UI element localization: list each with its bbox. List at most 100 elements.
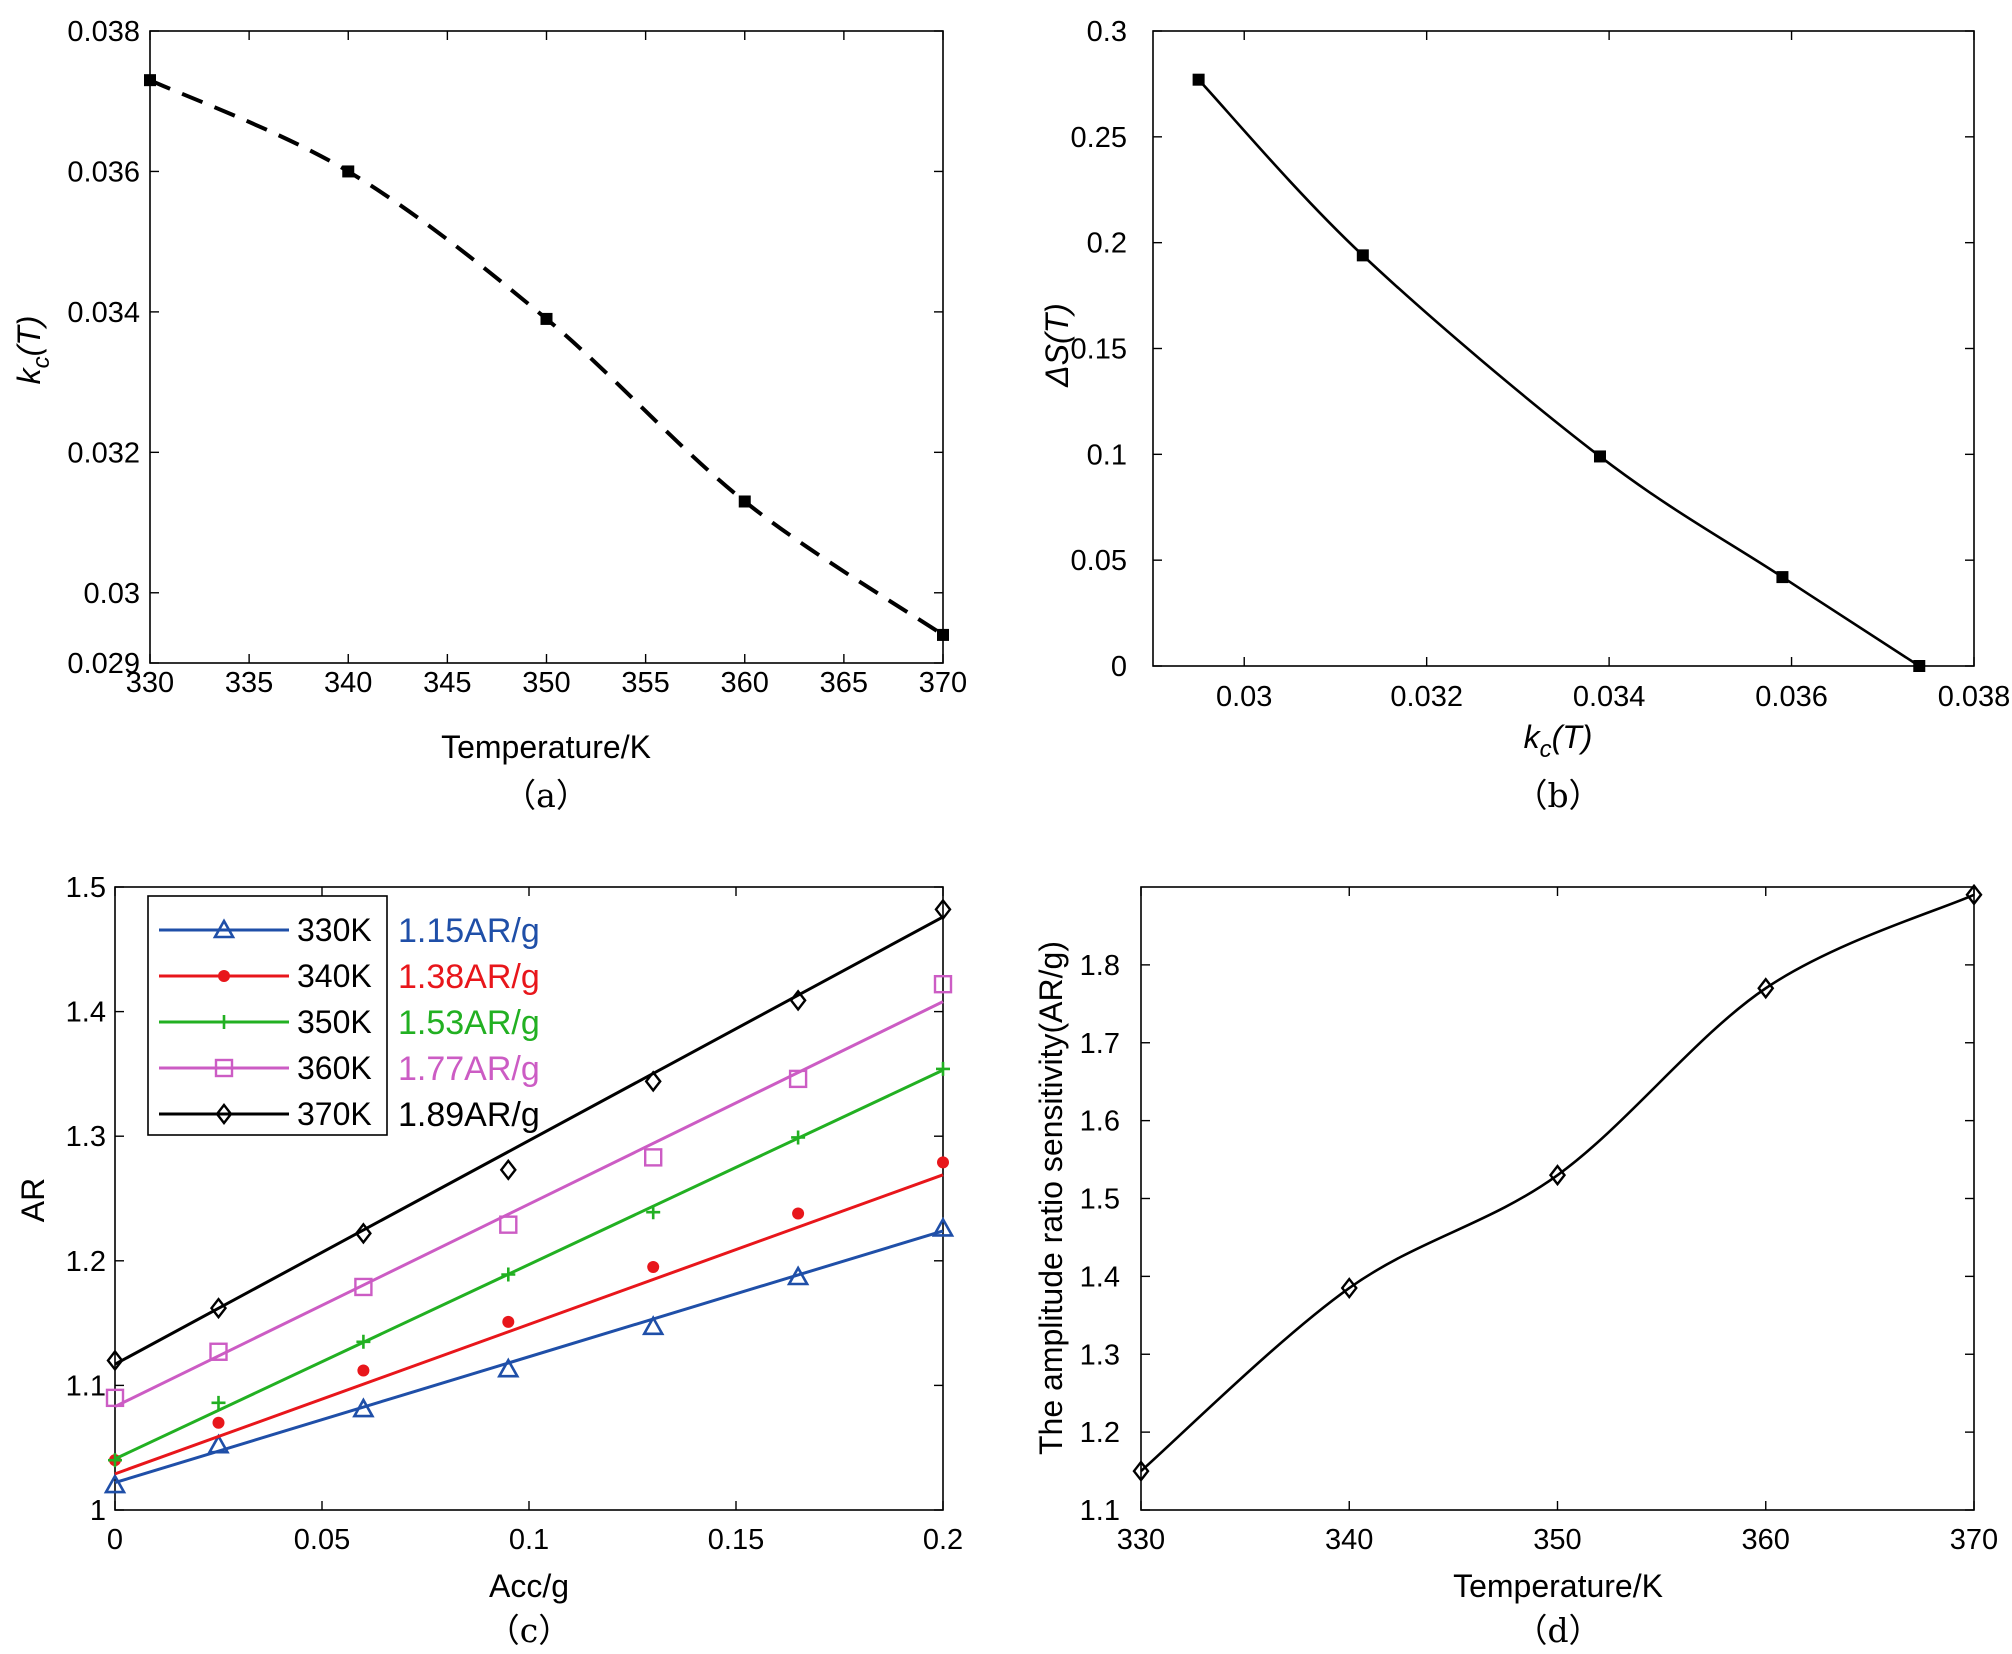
series-fit-line [114, 1173, 944, 1476]
x-tick-label: 340 [1325, 1524, 1373, 1556]
data-point [502, 1315, 515, 1328]
data-point [1132, 1460, 1150, 1483]
legend-marker [212, 918, 236, 939]
y-tick-label: 1.7 [1080, 1028, 1120, 1060]
series-fit-line [114, 1000, 944, 1408]
x-tick-label: 0 [107, 1524, 123, 1556]
data-point [646, 1205, 661, 1220]
panel-caption: （c） [487, 1611, 571, 1650]
data-point [791, 1130, 806, 1145]
x-tick-label: 350 [1533, 1524, 1581, 1556]
data-point [934, 898, 952, 921]
y-tick-label: 1.4 [66, 997, 106, 1029]
series-fit-line [114, 1229, 944, 1485]
legend-label: 370K [297, 1096, 372, 1132]
legend-marker [218, 970, 230, 982]
data-point [106, 1349, 124, 1372]
sensitivity-label: 1.53AR/g [398, 1004, 540, 1042]
data-point [342, 165, 355, 178]
y-tick-label: 1.5 [66, 872, 106, 904]
x-tick-label: 365 [820, 667, 868, 699]
x-tick-label: 0.03 [1216, 681, 1272, 713]
data-point [497, 1357, 520, 1378]
plot-frame [149, 30, 944, 664]
data-point [788, 1069, 808, 1089]
data-point [144, 74, 156, 87]
x-tick-label: 350 [522, 667, 570, 699]
y-axis-label: AR [15, 1178, 51, 1222]
y-tick-label: 0.036 [67, 156, 140, 188]
x-tick-label: 0.1 [509, 1524, 549, 1556]
y-axis-label: The amplitude ratio sensitivity(AR/g) [1033, 941, 1069, 1455]
y-tick-label: 1.8 [1080, 950, 1120, 982]
sensitivity-label: 1.15AR/g [398, 912, 540, 950]
legend-marker [214, 1058, 234, 1078]
legend-label: 360K [297, 1050, 372, 1086]
data-point [209, 1342, 228, 1361]
x-tick-label: 330 [1117, 1524, 1165, 1556]
sensitivity-label: 1.89AR/g [398, 1096, 540, 1134]
x-tick-label: 0.036 [1755, 681, 1828, 713]
legend-label: 350K [297, 1004, 372, 1040]
data-point [1340, 1277, 1358, 1300]
x-tick-label: 370 [919, 667, 967, 699]
y-tick-label: 0.032 [67, 437, 140, 469]
x-tick-label: 0.034 [1573, 681, 1646, 713]
series-360K [105, 974, 953, 1408]
x-axis-label: Temperature/K [1453, 1568, 1663, 1604]
data-point [937, 628, 949, 641]
y-tick-label: 1.1 [66, 1370, 106, 1402]
x-tick-label: 330 [126, 667, 174, 699]
data-point [1965, 883, 1983, 906]
plot-frame [1152, 30, 1975, 667]
series-330K [103, 1216, 955, 1494]
x-tick-label: 370 [1950, 1524, 1998, 1556]
y-tick-label: 1.5 [1080, 1184, 1120, 1216]
x-axis-label: kc(T) [1524, 719, 1593, 763]
x-tick-label: 0.038 [1938, 681, 2011, 713]
y-tick-label: 1 [90, 1495, 106, 1527]
y-tick-label: 0.1 [1087, 439, 1127, 471]
data-point [1593, 450, 1606, 463]
data-point [931, 1216, 955, 1237]
x-axis-label: Temperature/K [441, 729, 651, 765]
series-370K [106, 898, 952, 1372]
y-tick-label: 0.029 [67, 648, 140, 680]
data-point [105, 1388, 125, 1408]
x-tick-label: 345 [423, 667, 471, 699]
data-point [936, 1061, 950, 1076]
sensitivity-label: 1.38AR/g [398, 958, 540, 996]
legend: 330K 1.15AR/g 340K 1.38AR/g 350K 1.53AR/g 360K… [147, 895, 540, 1136]
data-point [937, 1156, 949, 1169]
panel-caption: （a） [503, 776, 589, 815]
data-point [356, 1334, 371, 1349]
y-tick-label: 0.05 [1071, 545, 1127, 577]
data-point [933, 974, 953, 994]
data-point [641, 1315, 665, 1336]
data-point [1757, 977, 1775, 1000]
data-point [354, 1222, 372, 1245]
legend-label: 340K [297, 958, 372, 994]
y-tick-label: 1.4 [1080, 1261, 1120, 1293]
legend-marker [217, 1015, 231, 1029]
data-point [108, 1453, 122, 1468]
chart-panel-c: 0 0.05 0.1 0.15 0.2 1 1.1 1.2 1.3 1.4 1.5 Acc/g AR （c… [15, 872, 963, 1650]
data-point [352, 1397, 375, 1418]
y-tick-label: 1.3 [66, 1121, 106, 1153]
y-tick-label: 1.2 [66, 1246, 106, 1278]
x-tick-label: 360 [1742, 1524, 1790, 1556]
y-tick-label: 0.15 [1071, 334, 1127, 366]
data-point [644, 1148, 663, 1167]
y-axis-label: kc(T) [11, 316, 55, 385]
y-tick-label: 0.25 [1071, 122, 1127, 154]
data-point [1776, 571, 1789, 584]
y-tick-label: 1.1 [1080, 1495, 1120, 1527]
data-point [207, 1433, 230, 1454]
x-tick-label: 335 [225, 667, 273, 699]
data-point [738, 495, 751, 508]
data-point [209, 1297, 228, 1320]
series-fit-line [114, 1068, 944, 1461]
y-tick-label: 1.2 [1080, 1417, 1120, 1449]
x-tick-label: 0.15 [708, 1524, 764, 1556]
